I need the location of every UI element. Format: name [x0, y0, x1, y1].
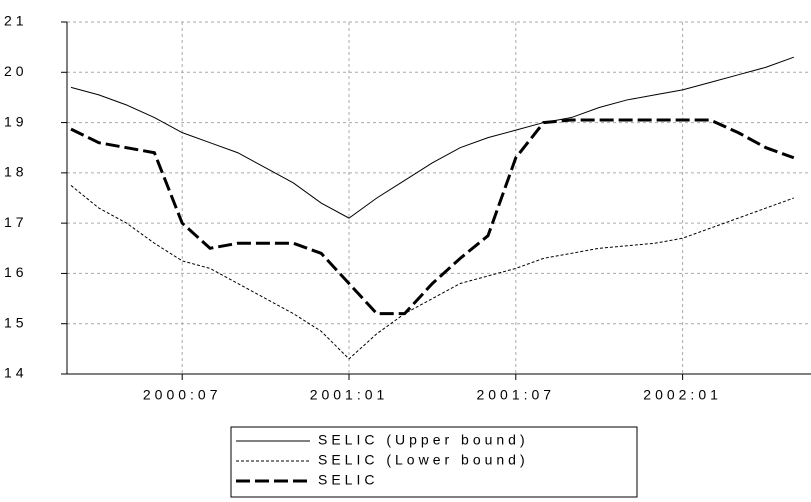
y-tick-label: 16 [4, 264, 28, 280]
legend-box [230, 426, 638, 498]
y-tick-label: 18 [4, 164, 28, 180]
legend-label: SELIC [318, 472, 378, 488]
y-tick-label: 20 [4, 63, 28, 79]
legend-label: SELIC (Upper bound) [318, 432, 529, 448]
series-line [70, 56, 794, 219]
y-tick-label: 19 [4, 113, 28, 129]
x-tick-label: 2002:01 [643, 387, 722, 403]
y-tick-label: 17 [4, 214, 28, 230]
series-line [70, 118, 795, 316]
y-tick-label: 21 [4, 13, 28, 29]
series-line [70, 185, 794, 360]
y-tick-label: 14 [4, 365, 28, 381]
x-tick-label: 2000:07 [143, 387, 222, 403]
y-tick-label: 15 [4, 314, 28, 330]
x-tick-label: 2001:07 [476, 387, 555, 403]
x-tick-label: 2001:01 [310, 387, 389, 403]
legend-label: SELIC (Lower bound) [318, 452, 529, 468]
